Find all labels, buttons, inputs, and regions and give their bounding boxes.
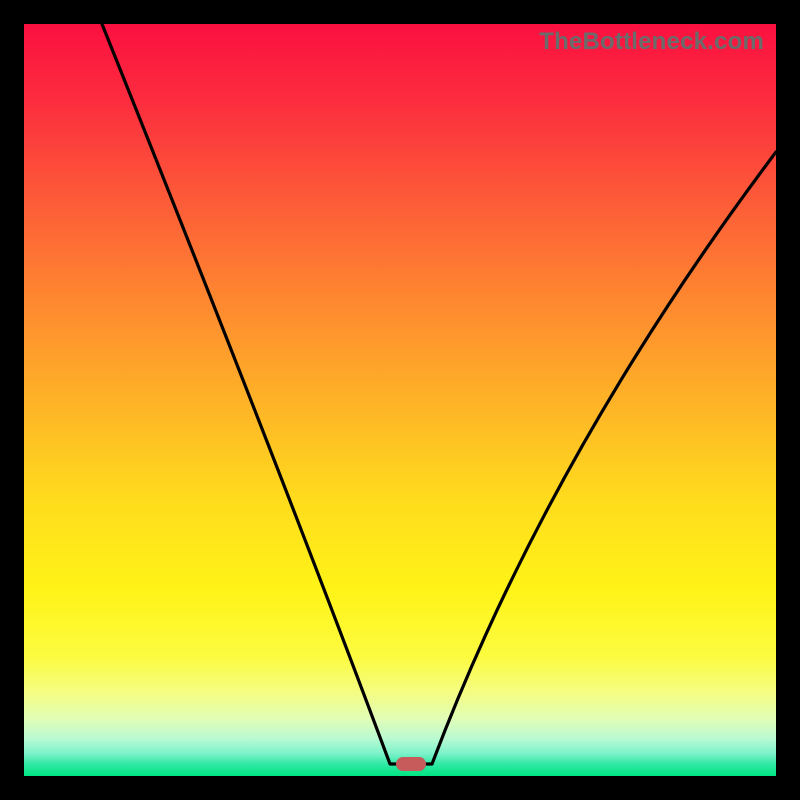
- watermark-text: TheBottleneck.com: [539, 28, 764, 56]
- optimal-marker: [396, 757, 426, 771]
- chart-frame: TheBottleneck.com: [0, 0, 800, 800]
- curve-path: [102, 24, 776, 764]
- plot-area: [24, 24, 776, 776]
- bottleneck-curve: [24, 24, 776, 776]
